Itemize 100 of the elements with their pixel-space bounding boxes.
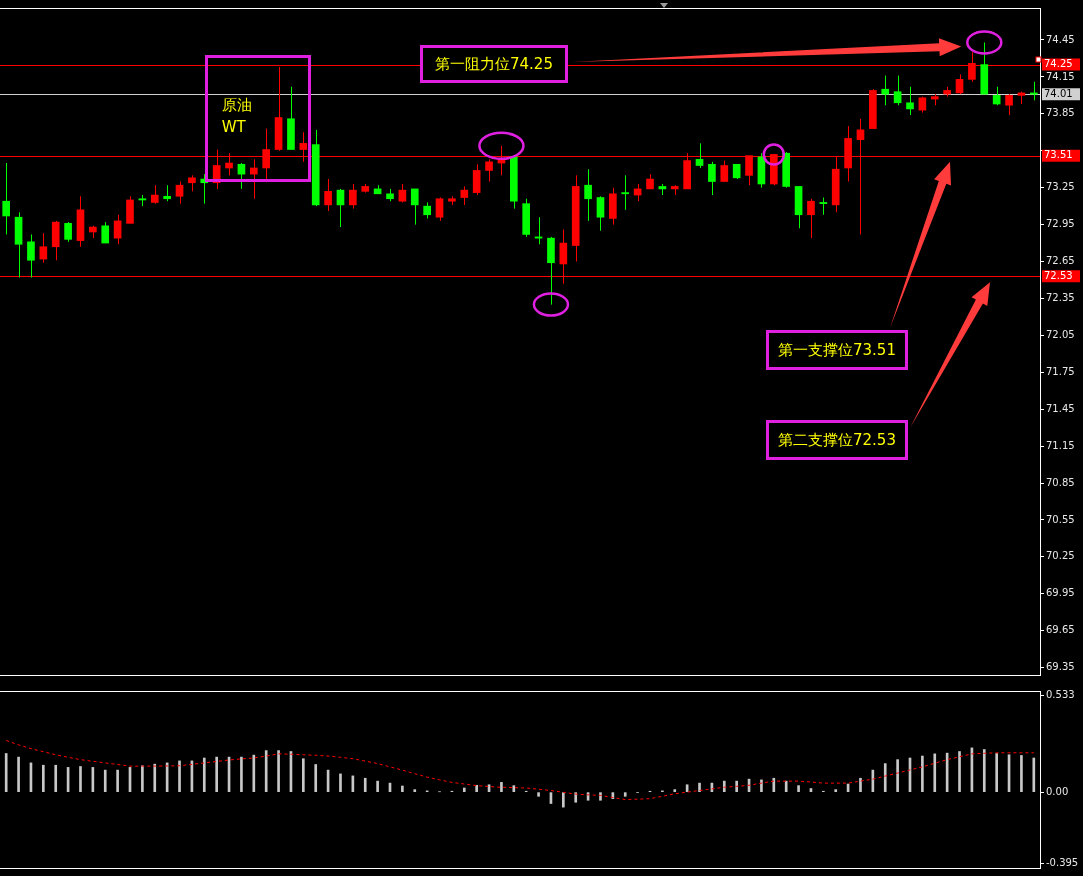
candlestick bbox=[410, 188, 419, 226]
bar bbox=[4, 753, 8, 792]
y-tick-label: 70.55 bbox=[1046, 513, 1075, 525]
bar bbox=[413, 789, 417, 792]
candlestick bbox=[955, 73, 964, 95]
candlestick bbox=[460, 185, 469, 206]
candlestick bbox=[324, 178, 332, 212]
bar bbox=[475, 784, 478, 792]
bar bbox=[896, 759, 899, 792]
y-tick-label: 72.35 bbox=[1046, 292, 1075, 304]
bar bbox=[995, 753, 998, 792]
bar bbox=[401, 785, 404, 792]
bar bbox=[363, 777, 367, 792]
bar bbox=[153, 763, 157, 792]
annotation: 第一阻力位74.25 bbox=[420, 45, 568, 83]
bar bbox=[116, 769, 119, 792]
bar bbox=[240, 756, 243, 792]
candlestick bbox=[150, 184, 159, 205]
bar bbox=[784, 780, 788, 792]
annotation: 原油 WT bbox=[204, 55, 312, 182]
y-tick-label: 73.85 bbox=[1046, 107, 1075, 119]
bar bbox=[1032, 757, 1036, 792]
candlestick bbox=[472, 163, 481, 196]
y-tick-label: 71.45 bbox=[1046, 402, 1075, 414]
candlestick bbox=[695, 142, 704, 169]
bar bbox=[797, 785, 800, 792]
bar bbox=[698, 782, 701, 792]
y-tick-label: 0.533 bbox=[1046, 689, 1075, 701]
bar bbox=[772, 777, 776, 792]
candlestick bbox=[621, 174, 630, 211]
candlestick bbox=[708, 161, 716, 196]
ref-line-label: 74.01 bbox=[1044, 87, 1073, 99]
y-tick-label: 72.65 bbox=[1046, 255, 1075, 267]
y-tick-label: 69.95 bbox=[1046, 587, 1075, 599]
ref-line-label: 74.25 bbox=[1044, 58, 1073, 70]
bar bbox=[859, 777, 862, 792]
bar bbox=[500, 782, 503, 792]
candlestick bbox=[2, 162, 11, 235]
bar bbox=[735, 780, 738, 792]
bar bbox=[462, 787, 466, 792]
candlestick bbox=[64, 221, 72, 243]
bar bbox=[178, 760, 181, 792]
candlestick bbox=[807, 198, 815, 239]
bar bbox=[103, 769, 107, 792]
candlestick bbox=[596, 195, 605, 232]
bar bbox=[264, 750, 268, 792]
annotation: 第二支撑位72.53 bbox=[766, 420, 908, 460]
bar bbox=[252, 754, 256, 792]
bar bbox=[673, 789, 677, 792]
candlestick bbox=[175, 181, 184, 205]
y-tick-label: -0.395 bbox=[1046, 857, 1079, 869]
candlestick bbox=[349, 183, 357, 210]
bar bbox=[722, 780, 726, 792]
candlestick bbox=[584, 168, 592, 222]
bar bbox=[141, 765, 144, 792]
bar bbox=[314, 764, 318, 792]
y-tick-label: 69.35 bbox=[1046, 661, 1075, 673]
bar bbox=[79, 766, 82, 792]
y-tick-label: 71.75 bbox=[1046, 365, 1075, 377]
candlestick bbox=[27, 233, 35, 279]
bar bbox=[933, 753, 937, 792]
candlestick bbox=[906, 86, 914, 116]
bar bbox=[202, 757, 206, 792]
bar bbox=[42, 764, 45, 792]
annotation: 第一支撑位73.51 bbox=[766, 330, 908, 370]
bar bbox=[760, 779, 763, 792]
bar bbox=[921, 755, 924, 792]
candlestick bbox=[485, 158, 493, 183]
bar bbox=[537, 792, 540, 797]
bar bbox=[376, 780, 379, 792]
y-tick-label: 70.25 bbox=[1046, 550, 1075, 562]
y-tick-label: 0.00 bbox=[1046, 785, 1069, 797]
bar bbox=[17, 756, 20, 792]
ref-line-label: 72.53 bbox=[1044, 269, 1073, 281]
y-tick-label: 72.95 bbox=[1046, 218, 1075, 230]
bar bbox=[339, 773, 342, 792]
candlestick bbox=[720, 160, 729, 183]
bar bbox=[215, 756, 218, 792]
candlestick bbox=[39, 232, 48, 264]
ref-line-label: 73.51 bbox=[1044, 149, 1073, 161]
y-tick-label: 73.25 bbox=[1046, 181, 1075, 193]
bar bbox=[277, 750, 280, 792]
bar bbox=[512, 785, 516, 792]
y-tick-label: 71.15 bbox=[1046, 439, 1075, 451]
candlestick bbox=[881, 75, 890, 106]
bar bbox=[982, 749, 986, 792]
bar bbox=[834, 789, 838, 792]
bar bbox=[958, 751, 961, 792]
candlestick bbox=[249, 158, 258, 200]
bar bbox=[623, 792, 627, 797]
y-tick-label: 69.65 bbox=[1046, 624, 1075, 636]
y-tick-label: 72.05 bbox=[1046, 328, 1075, 340]
y-tick-label: 70.85 bbox=[1046, 476, 1075, 488]
y-tick-label: 74.15 bbox=[1046, 70, 1075, 82]
bar bbox=[54, 764, 58, 792]
bar bbox=[574, 792, 578, 803]
line-series bbox=[5, 739, 1035, 801]
candlestick bbox=[1005, 93, 1013, 116]
bar bbox=[302, 758, 305, 792]
bar bbox=[1020, 755, 1023, 792]
